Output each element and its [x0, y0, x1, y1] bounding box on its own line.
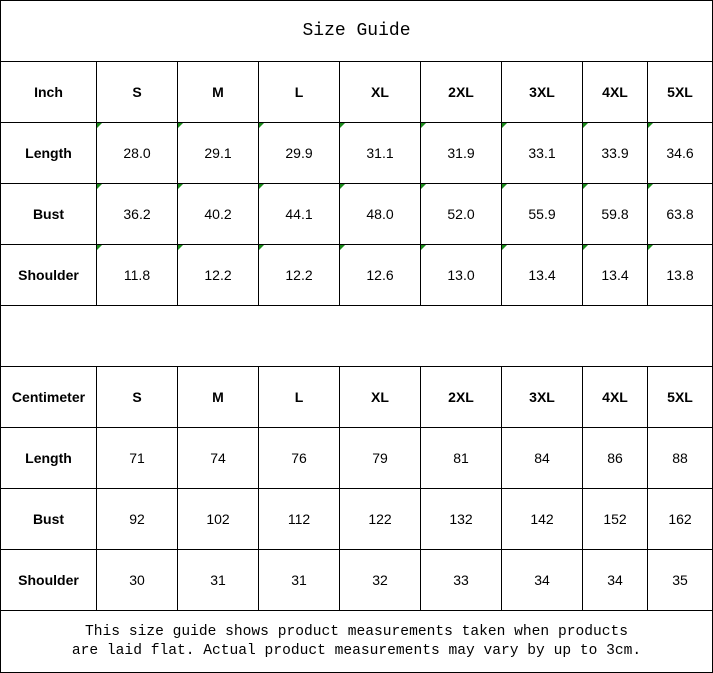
header-row: Inch S M L XL 2XL 3XL 4XL 5XL: [0, 61, 713, 123]
measurement-cell: 142: [501, 488, 583, 550]
measurement-cell: 12.6: [339, 244, 421, 306]
table-row: Length 28.0 29.1 29.9 31.1 31.9 33.1 33.9 34.6: [0, 122, 713, 184]
measurement-cell: 31.9: [420, 122, 502, 184]
measurement-cell: 55.9: [501, 183, 583, 245]
size-header: XL: [339, 366, 421, 428]
row-label: Bust: [0, 183, 97, 245]
measurement-cell: 162: [646, 488, 713, 550]
measurement-cell: 122: [339, 488, 421, 550]
page-title: Size Guide: [0, 0, 713, 62]
measurement-cell: 13.4: [582, 244, 648, 306]
table-row: Bust 92 102 112 122 132 142 152 162: [0, 488, 713, 550]
measurement-cell: 86: [582, 427, 648, 489]
table-row: Shoulder 30 31 31 32 33 34 34 35: [0, 549, 713, 611]
measurement-cell: 84: [501, 427, 583, 489]
size-header: 2XL: [420, 61, 502, 123]
measurement-cell: 79: [339, 427, 421, 489]
footnote-line: are laid flat. Actual product measuremen…: [71, 642, 642, 659]
measurement-cell: 12.2: [177, 244, 259, 306]
measurement-cell: 13.8: [646, 244, 713, 306]
measurement-cell: 34.6: [646, 122, 713, 184]
measurement-cell: 88: [646, 427, 713, 489]
measurement-cell: 112: [258, 488, 340, 550]
measurement-cell: 12.2: [258, 244, 340, 306]
measurement-cell: 11.8: [96, 244, 178, 306]
table-row: Shoulder 11.8 12.2 12.2 12.6 13.0 13.4 13.4 13.8: [0, 244, 713, 306]
spacer-row: [0, 305, 713, 367]
measurement-cell: 81: [420, 427, 502, 489]
measurement-cell: 29.9: [258, 122, 340, 184]
measurement-cell: 74: [177, 427, 259, 489]
measurement-cell: 32: [339, 549, 421, 611]
row-label: Length: [0, 427, 97, 489]
measurement-cell: 33.1: [501, 122, 583, 184]
measurement-cell: 33.9: [582, 122, 648, 184]
measurement-cell: 34: [501, 549, 583, 611]
measurement-cell: 29.1: [177, 122, 259, 184]
measurement-cell: 59.8: [582, 183, 648, 245]
measurement-cell: 13.0: [420, 244, 502, 306]
table-row: Bust 36.2 40.2 44.1 48.0 52.0 55.9 59.8 63.8: [0, 183, 713, 245]
measurement-cell: 31: [177, 549, 259, 611]
measurement-cell: 152: [582, 488, 648, 550]
table-row: Length 71 74 76 79 81 84 86 88: [0, 427, 713, 489]
size-header: 5XL: [646, 366, 713, 428]
unit-header: Inch: [0, 61, 97, 123]
size-header: M: [177, 366, 259, 428]
footnote: This size guide shows product measuremen…: [0, 610, 713, 673]
measurement-cell: 31.1: [339, 122, 421, 184]
measurement-cell: 52.0: [420, 183, 502, 245]
size-header: S: [96, 366, 178, 428]
measurement-cell: 33: [420, 549, 502, 611]
row-label: Shoulder: [0, 549, 97, 611]
row-label: Bust: [0, 488, 97, 550]
size-header: 3XL: [501, 366, 583, 428]
measurement-cell: 36.2: [96, 183, 178, 245]
unit-header: Centimeter: [0, 366, 97, 428]
measurement-cell: 35: [646, 549, 713, 611]
size-header: 5XL: [646, 61, 713, 123]
measurement-cell: 40.2: [177, 183, 259, 245]
measurement-cell: 31: [258, 549, 340, 611]
measurement-cell: 48.0: [339, 183, 421, 245]
measurement-cell: 30: [96, 549, 178, 611]
measurement-cell: 132: [420, 488, 502, 550]
measurement-cell: 13.4: [501, 244, 583, 306]
row-label: Shoulder: [0, 244, 97, 306]
size-header: 2XL: [420, 366, 502, 428]
size-header: 4XL: [582, 366, 648, 428]
row-label: Length: [0, 122, 97, 184]
size-header: L: [258, 366, 340, 428]
measurement-cell: 71: [96, 427, 178, 489]
size-header: XL: [339, 61, 421, 123]
measurement-cell: 102: [177, 488, 259, 550]
measurement-cell: 34: [582, 549, 648, 611]
measurement-cell: 76: [258, 427, 340, 489]
size-header: 3XL: [501, 61, 583, 123]
measurement-cell: 63.8: [646, 183, 713, 245]
footnote-line: This size guide shows product measuremen…: [85, 623, 629, 640]
size-header: M: [177, 61, 259, 123]
size-header: 4XL: [582, 61, 648, 123]
header-row: Centimeter S M L XL 2XL 3XL 4XL 5XL: [0, 366, 713, 428]
measurement-cell: 44.1: [258, 183, 340, 245]
size-header: L: [258, 61, 340, 123]
size-header: S: [96, 61, 178, 123]
measurement-cell: 28.0: [96, 122, 178, 184]
measurement-cell: 92: [96, 488, 178, 550]
